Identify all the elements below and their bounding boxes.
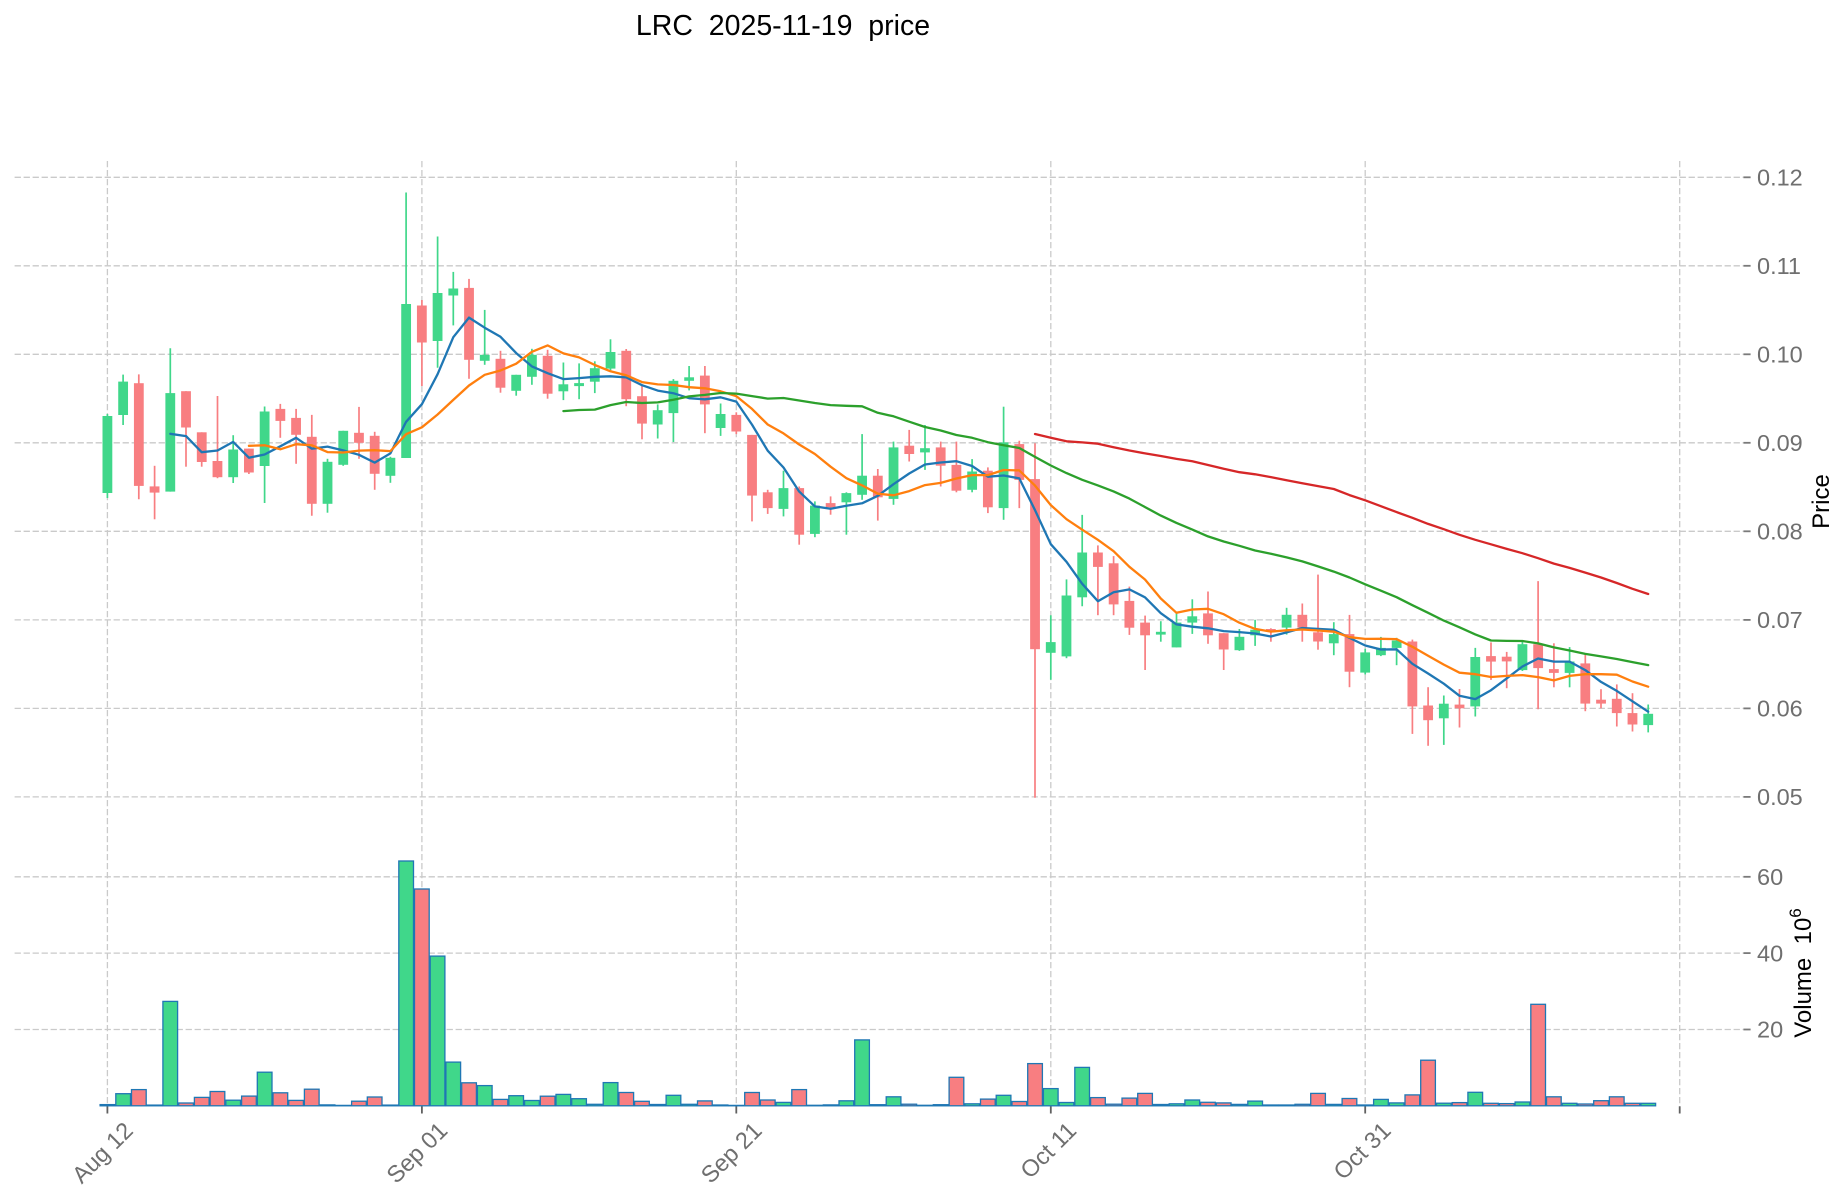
svg-text:0.09: 0.09	[1757, 430, 1803, 456]
svg-text:60: 60	[1757, 864, 1783, 890]
svg-text:Volume 106: Volume 106	[1786, 908, 1817, 1038]
svg-text:0.06: 0.06	[1757, 696, 1803, 722]
svg-text:0.05: 0.05	[1757, 784, 1803, 810]
svg-text:40: 40	[1757, 940, 1783, 966]
svg-text:Price: Price	[1808, 474, 1835, 529]
svg-text:0.11: 0.11	[1757, 253, 1801, 279]
svg-text:LRC 2025-11-19 price: LRC 2025-11-19 price	[636, 10, 930, 42]
svg-text:20: 20	[1757, 1017, 1783, 1043]
svg-text:0.08: 0.08	[1757, 519, 1803, 545]
svg-text:0.12: 0.12	[1757, 165, 1803, 191]
svg-text:0.07: 0.07	[1757, 607, 1803, 633]
svg-text:0.10: 0.10	[1757, 342, 1803, 368]
